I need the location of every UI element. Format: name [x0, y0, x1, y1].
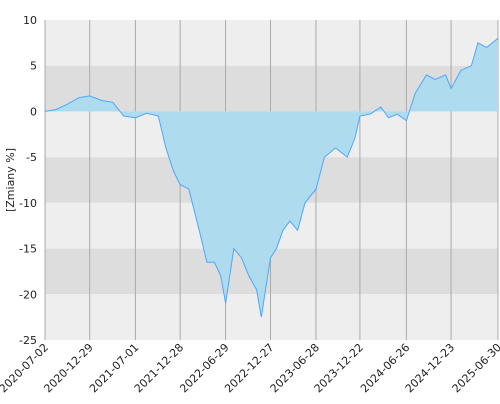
- grid-band: [45, 294, 498, 340]
- y-tick-label: 10: [23, 14, 37, 27]
- y-tick-label: -15: [19, 243, 37, 256]
- grid-band: [45, 20, 498, 66]
- y-tick-label: 5: [30, 60, 37, 73]
- y-tick-label: 0: [30, 105, 37, 118]
- y-tick-label: -5: [26, 151, 37, 164]
- line: [44, 37, 499, 318]
- y-axis-label: [Zmiany %]: [4, 148, 17, 212]
- area: [45, 38, 498, 318]
- y-tick-label: -20: [19, 288, 37, 301]
- y-tick-label: -25: [19, 334, 37, 347]
- x-tick-label: 2025-06-30: [450, 341, 500, 395]
- y-tick-label: -10: [19, 197, 37, 210]
